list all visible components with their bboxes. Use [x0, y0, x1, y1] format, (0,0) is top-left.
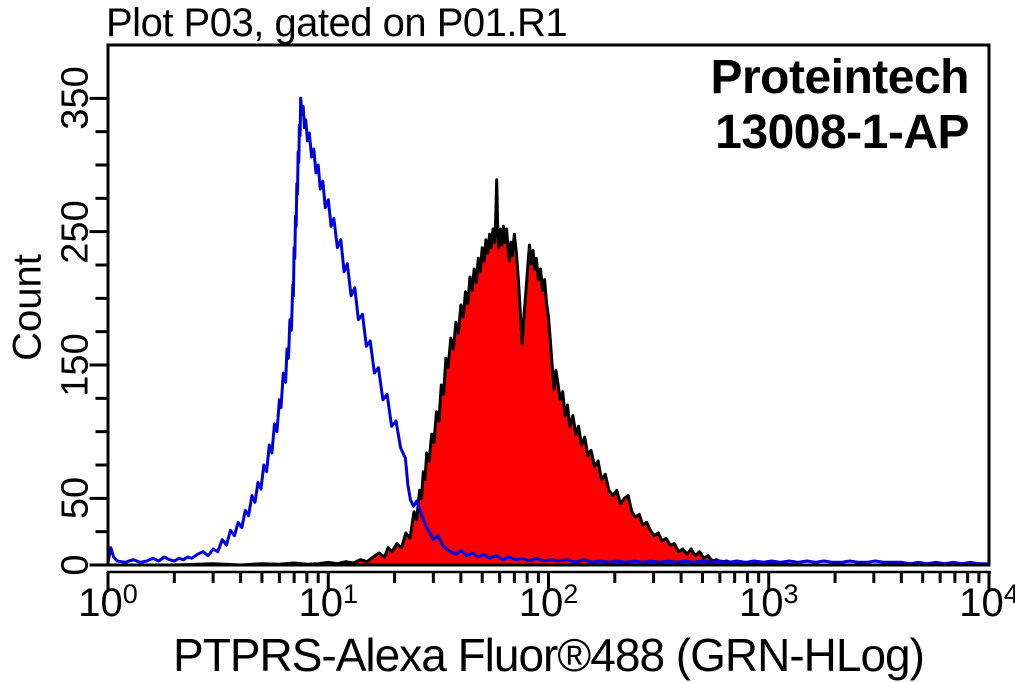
red-filled-histogram [106, 178, 991, 567]
x-tick-exponent: 3 [783, 579, 799, 609]
x-tick-label: 100 [78, 579, 138, 628]
x-tick-label: 101 [298, 579, 358, 628]
x-tick-exponent: 2 [563, 579, 579, 609]
watermark: Proteintech 13008-1-AP [710, 50, 969, 160]
x-tick-exponent: 4 [1003, 579, 1015, 609]
watermark-catalog-number: 13008-1-AP [715, 106, 969, 159]
x-axis-label: PTPRS-Alexa Fluor®488 (GRN-HLog) [173, 629, 925, 681]
y-tick-label: 150 [54, 333, 97, 397]
plot-title: Plot P03, gated on P01.R1 [106, 1, 568, 45]
y-axis-label: Count [5, 254, 50, 361]
x-tick-label: 104 [959, 579, 1015, 628]
x-tick-exponent: 1 [342, 579, 359, 609]
x-tick-base: 10 [959, 581, 1004, 625]
x-tick-base: 10 [298, 581, 343, 625]
x-tick-label: 102 [518, 579, 579, 628]
y-tick-label: 350 [54, 66, 97, 131]
y-tick-label: 50 [54, 477, 97, 520]
y-tick-label: 0 [54, 554, 97, 576]
watermark-brand: Proteintech [710, 51, 969, 104]
y-tick-label: 250 [54, 199, 97, 264]
x-tick-base: 10 [78, 581, 123, 625]
x-tick-label: 103 [738, 579, 799, 628]
blue-open-histogram [106, 96, 991, 566]
plot-border [106, 43, 991, 567]
x-tick-base: 10 [738, 581, 784, 625]
x-tick-base: 10 [518, 581, 564, 625]
x-tick-exponent: 0 [122, 579, 138, 609]
